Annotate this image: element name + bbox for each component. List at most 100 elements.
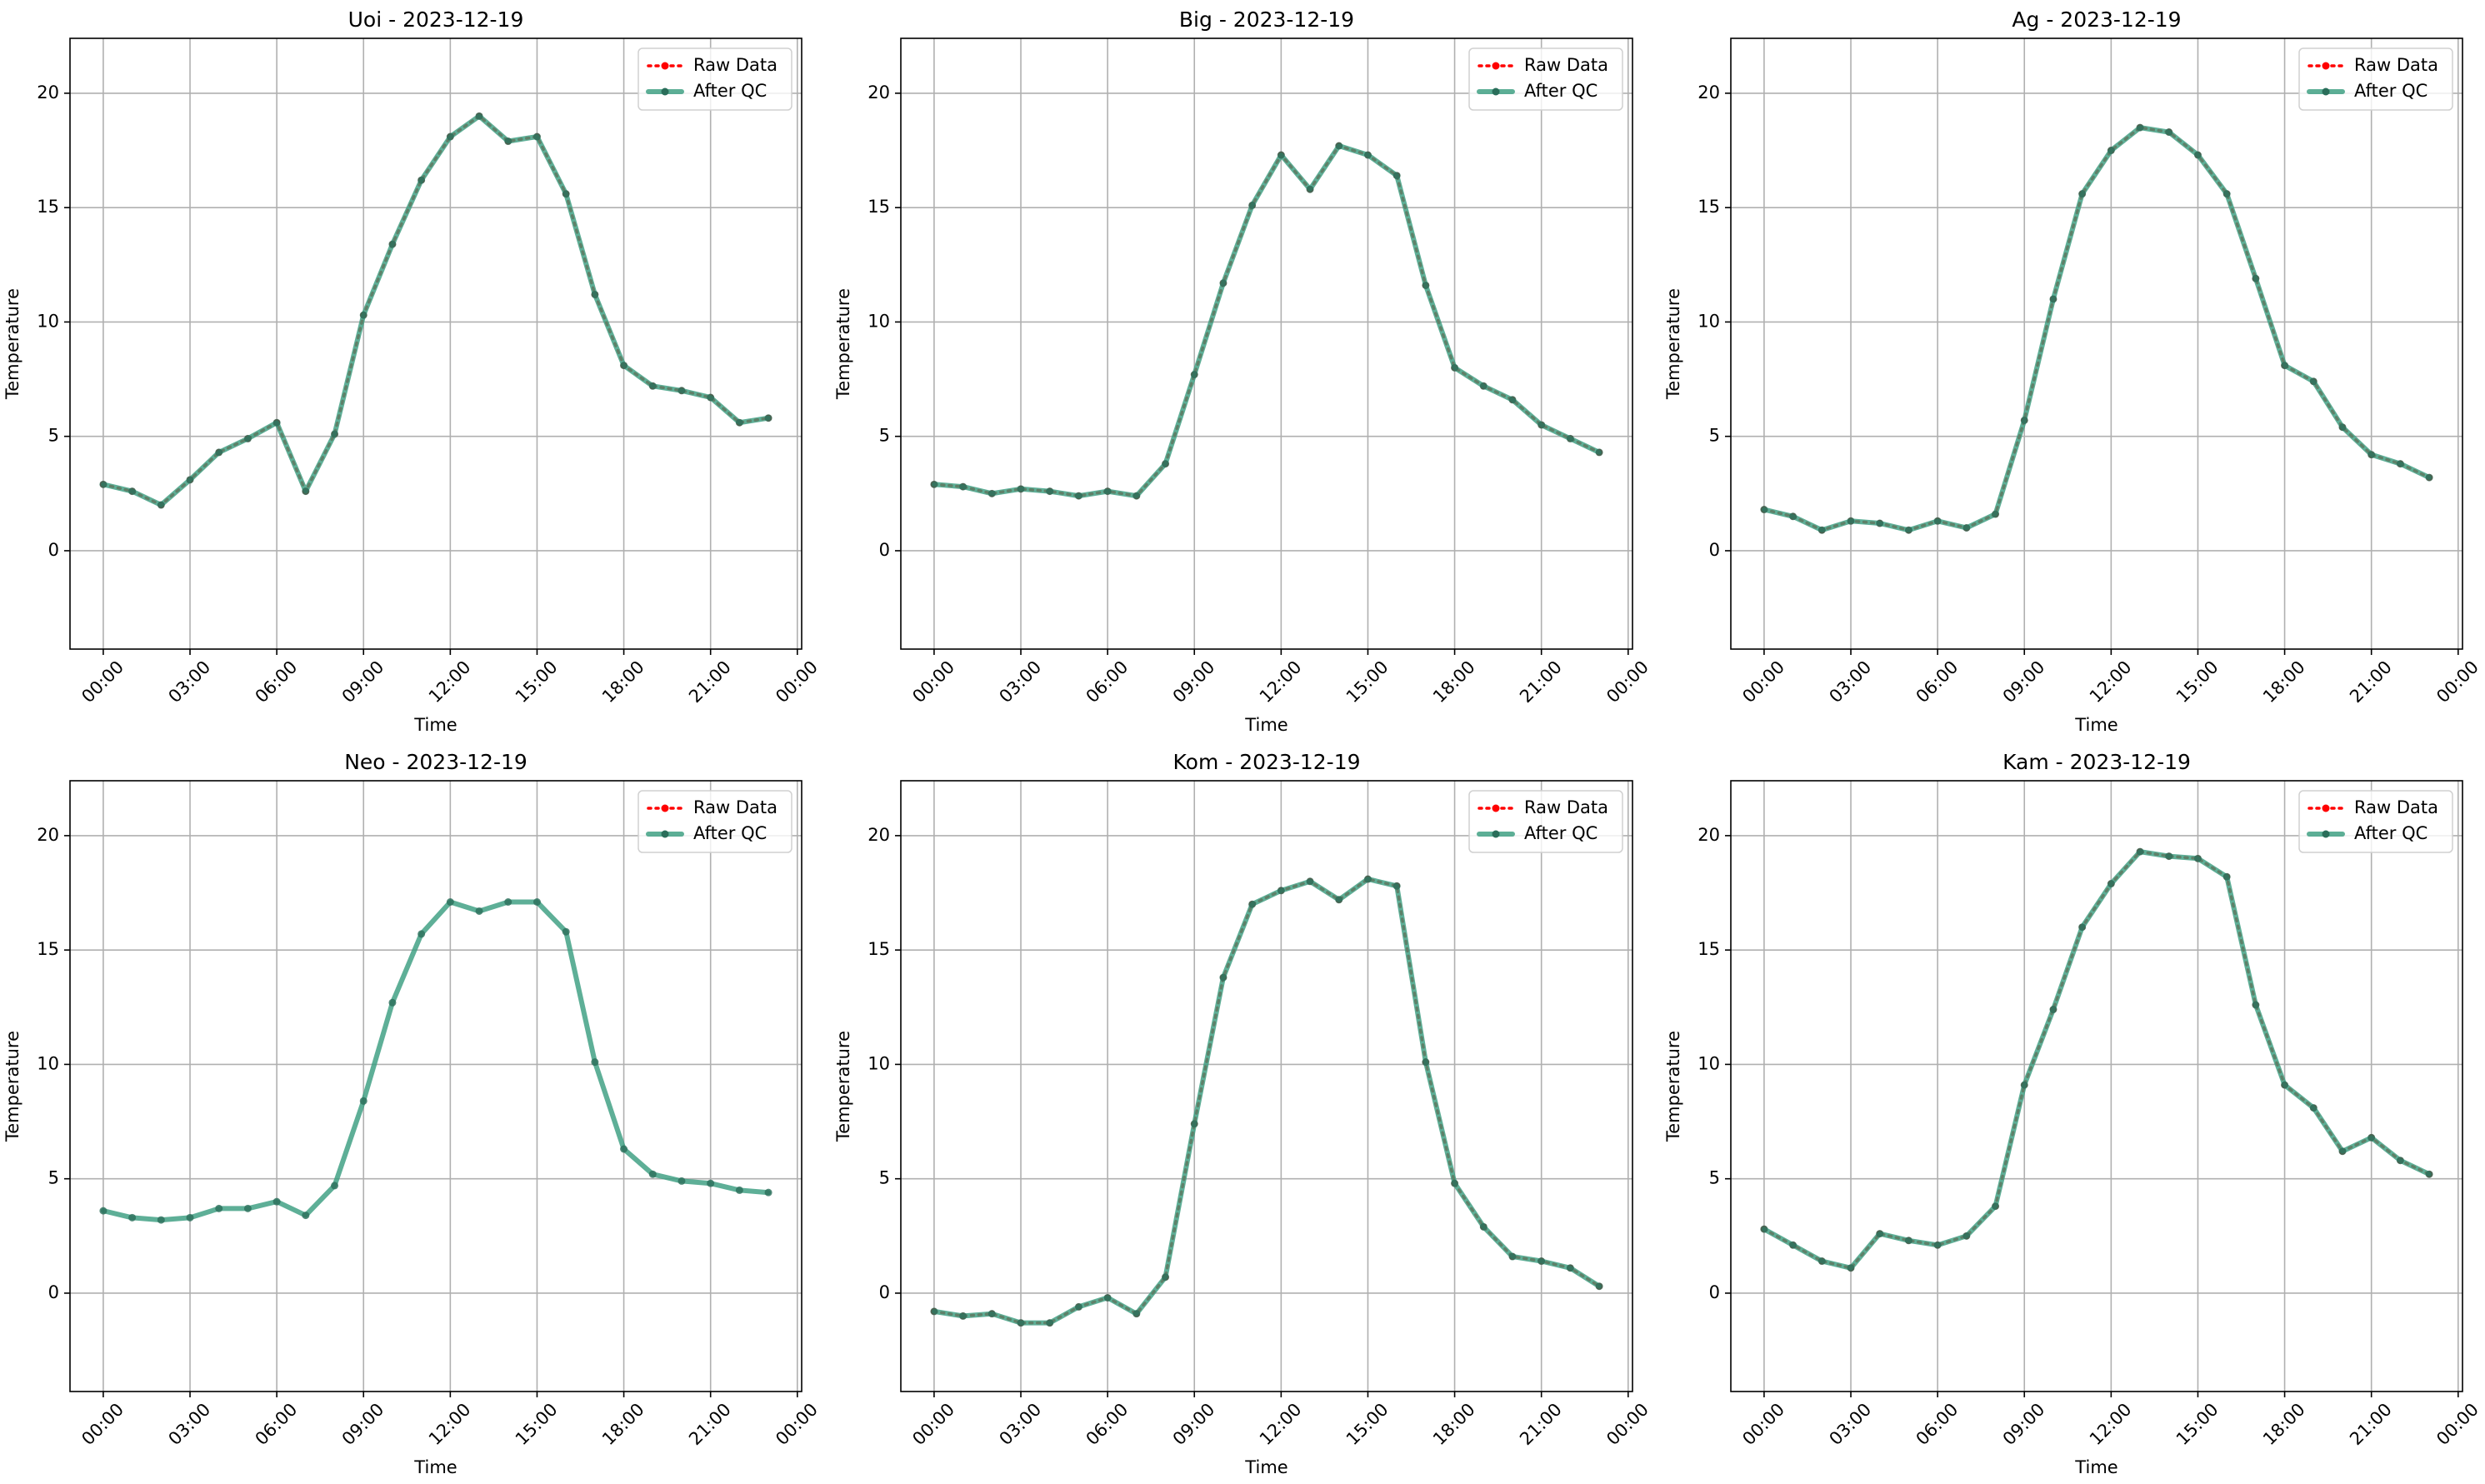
legend-label: After QC bbox=[693, 81, 767, 101]
series-point bbox=[1904, 526, 1912, 534]
series-point bbox=[562, 190, 570, 198]
series-point bbox=[1363, 875, 1372, 883]
series-point bbox=[591, 290, 599, 298]
series-point bbox=[707, 393, 715, 402]
x-tick-label: 00:00 bbox=[908, 1399, 958, 1449]
series-point bbox=[1962, 523, 1971, 532]
axes-frame bbox=[69, 37, 802, 650]
series-point bbox=[2338, 1147, 2347, 1156]
legend-label: Raw Data bbox=[1524, 55, 1608, 75]
series-point bbox=[1162, 1273, 1170, 1282]
x-tick-label: 21:00 bbox=[685, 657, 735, 707]
series-line bbox=[931, 143, 1602, 499]
series-point bbox=[648, 382, 657, 390]
subplot: 0 5 10 15 20 00:00 03:00 06:00 09:00 12:00 15:00 18… bbox=[833, 7, 1652, 735]
x-tick-label: 15:00 bbox=[2172, 1399, 2222, 1449]
series-point bbox=[1595, 1282, 1603, 1291]
x-tick-label: 15:00 bbox=[512, 657, 562, 707]
series-point bbox=[2049, 295, 2058, 303]
series-point bbox=[1422, 1058, 1430, 1067]
legend-box bbox=[638, 47, 792, 111]
y-tick-label: 15 bbox=[868, 939, 890, 959]
series-point bbox=[2309, 377, 2318, 386]
subplot: 0 5 10 15 20 00:00 03:00 06:00 09:00 12:00 15:00 18… bbox=[2, 750, 822, 1477]
legend: Raw Data After QC bbox=[638, 47, 792, 111]
x-axis-label: Time bbox=[413, 715, 457, 735]
series-point bbox=[678, 1177, 686, 1185]
y-tick-label: 15 bbox=[37, 939, 59, 959]
y-tick-label: 5 bbox=[48, 426, 59, 446]
series-point bbox=[1818, 1257, 1826, 1266]
series-point bbox=[157, 501, 165, 509]
legend: Raw Data After QC bbox=[1468, 47, 1623, 111]
x-tick-label: 09:00 bbox=[1999, 1399, 2049, 1449]
legend-label: Raw Data bbox=[2354, 55, 2438, 75]
y-tick-label: 15 bbox=[1698, 197, 1720, 217]
y-axis-label: Temperature bbox=[833, 1031, 853, 1142]
series-line bbox=[100, 113, 772, 507]
series-point bbox=[2281, 362, 2289, 370]
series-point bbox=[735, 1186, 743, 1194]
series-point bbox=[1017, 485, 1025, 493]
series-point bbox=[1277, 151, 1285, 159]
chart-title: Kom - 2023-12-19 bbox=[1173, 750, 1361, 774]
series-point bbox=[215, 448, 223, 457]
series-point bbox=[764, 1188, 772, 1197]
series-point bbox=[186, 1213, 194, 1222]
series-point bbox=[2222, 872, 2231, 881]
y-tick-label: 0 bbox=[1709, 1282, 1720, 1302]
x-tick-label: 18:00 bbox=[1429, 1399, 1479, 1449]
x-axis-label: Time bbox=[1244, 1457, 1288, 1477]
x-tick-label: 18:00 bbox=[1429, 657, 1479, 707]
x-tick-label: 03:00 bbox=[995, 1399, 1045, 1449]
series-point bbox=[1074, 492, 1082, 500]
legend-label: After QC bbox=[1524, 81, 1598, 101]
series-point bbox=[1789, 1241, 1798, 1249]
legend-box bbox=[2298, 47, 2453, 111]
series-point bbox=[359, 311, 368, 319]
series-point bbox=[2136, 123, 2144, 132]
legend: Raw Data After QC bbox=[1468, 790, 1623, 853]
series-point bbox=[1335, 142, 1343, 150]
x-tick-label: 00:00 bbox=[1738, 657, 1788, 707]
y-tick-label: 20 bbox=[1698, 825, 1720, 845]
series-point bbox=[388, 240, 397, 248]
series-point bbox=[475, 907, 483, 915]
plot-area bbox=[1731, 38, 2462, 649]
series-point bbox=[418, 930, 426, 938]
series-point bbox=[359, 1097, 368, 1105]
x-tick-label: 06:00 bbox=[1912, 1399, 1962, 1449]
x-tick-label: 15:00 bbox=[1342, 657, 1392, 707]
legend-marker bbox=[661, 804, 669, 812]
series-point bbox=[186, 476, 194, 484]
series-point bbox=[331, 1182, 339, 1190]
x-tick-label: 00:00 bbox=[1602, 1399, 1652, 1449]
y-axis-label: Temperature bbox=[2, 1031, 22, 1142]
series-point bbox=[2020, 1081, 2028, 1089]
series-point bbox=[1190, 1120, 1198, 1128]
axes-frame bbox=[900, 37, 1633, 650]
x-tick-label: 09:00 bbox=[338, 1399, 388, 1449]
x-tick-label: 06:00 bbox=[1082, 657, 1132, 707]
legend-marker bbox=[1492, 830, 1500, 838]
x-tick-label: 21:00 bbox=[1516, 1399, 1566, 1449]
x-tick-label: 00:00 bbox=[1738, 1399, 1788, 1449]
legend-label: Raw Data bbox=[693, 55, 778, 75]
series-point bbox=[475, 112, 483, 120]
series-point bbox=[1595, 448, 1603, 457]
x-tick-label: 09:00 bbox=[1169, 657, 1219, 707]
x-tick-label: 18:00 bbox=[598, 1399, 648, 1449]
plot-area bbox=[901, 38, 1632, 649]
series-point bbox=[1962, 1232, 1971, 1240]
series-point bbox=[2425, 473, 2433, 482]
series-point bbox=[1190, 371, 1198, 379]
series-point bbox=[1566, 1264, 1574, 1272]
y-tick-label: 15 bbox=[868, 197, 890, 217]
series-point bbox=[930, 1307, 938, 1316]
plot-area bbox=[70, 781, 802, 1392]
series-point bbox=[1046, 1319, 1054, 1327]
x-axis-label: Time bbox=[2074, 715, 2118, 735]
series-point bbox=[1933, 1241, 1942, 1249]
x-tick-label: 00:00 bbox=[2432, 1399, 2482, 1449]
y-tick-label: 10 bbox=[1698, 311, 1720, 331]
